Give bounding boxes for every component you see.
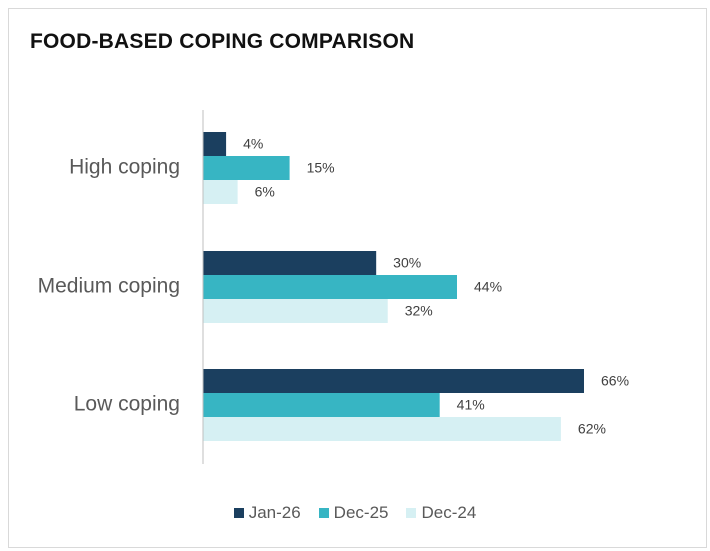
legend-swatch (233, 508, 244, 518)
bar-high-coping-dec-24 (203, 180, 238, 204)
legend-item-dec-24: Dec-24 (406, 503, 476, 523)
category-label-medium-coping: Medium coping (38, 275, 180, 298)
category-label-low-coping: Low coping (74, 393, 180, 416)
bar-medium-coping-jan-26 (203, 251, 377, 275)
data-label-low-coping-jan-26: 66% (601, 373, 629, 389)
chart-title: FOOD-BASED COPING COMPARISON (30, 30, 415, 53)
legend-swatch (318, 508, 329, 518)
legend-item-jan-26: Jan-26 (233, 503, 301, 523)
bar-low-coping-dec-25 (203, 393, 440, 417)
bar-medium-coping-dec-25 (203, 275, 457, 299)
bar-high-coping-dec-25 (203, 156, 290, 180)
data-label-medium-coping-jan-26: 30% (393, 255, 421, 271)
legend-swatch (406, 508, 417, 518)
data-label-low-coping-dec-24: 62% (578, 421, 606, 437)
bar-medium-coping-dec-24 (203, 299, 388, 323)
chart-legend: Jan-26 Dec-25 Dec-24 (0, 503, 710, 523)
bar-low-coping-dec-24 (203, 417, 561, 441)
legend-label: Dec-24 (421, 503, 477, 522)
data-label-low-coping-dec-25: 41% (457, 397, 485, 413)
category-label-high-coping: High coping (69, 156, 180, 179)
data-label-high-coping-dec-24: 6% (255, 184, 275, 200)
bar-low-coping-jan-26 (203, 369, 584, 393)
data-label-medium-coping-dec-24: 32% (405, 303, 433, 319)
legend-label: Jan-26 (248, 503, 301, 522)
data-label-high-coping-dec-25: 15% (307, 160, 335, 176)
legend-item-dec-25: Dec-25 (318, 503, 389, 523)
bar-high-coping-jan-26 (203, 132, 227, 156)
data-label-medium-coping-dec-25: 44% (474, 279, 502, 295)
data-label-high-coping-jan-26: 4% (243, 136, 263, 152)
legend-label: Dec-25 (333, 503, 389, 522)
